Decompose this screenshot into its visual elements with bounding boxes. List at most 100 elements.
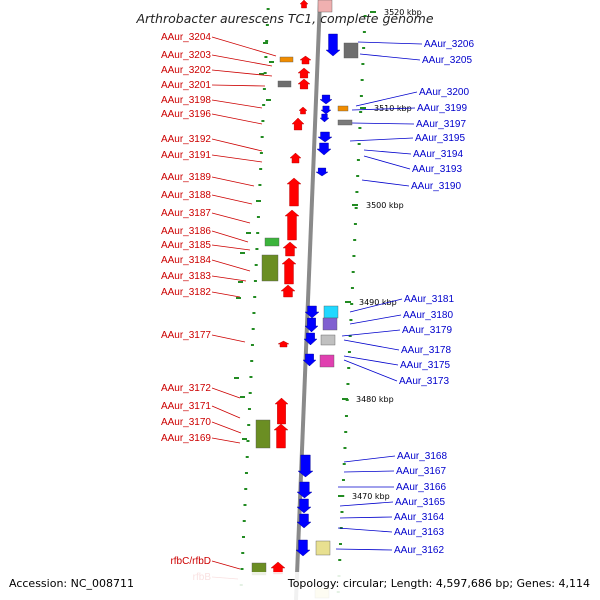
gene-label-forward[interactable]: AAur_3204: [161, 32, 211, 43]
gene-labels[interactable]: AAur_3204 AAur_3203 AAur_3202 AAur_3201 AAur…: [161, 32, 475, 583]
tick-mark: [244, 488, 248, 490]
gene-label-forward[interactable]: AAur_3196: [161, 109, 211, 120]
scale-label: 3480 kbp: [356, 395, 394, 404]
gene-label-forward[interactable]: AAur_3192: [161, 134, 211, 145]
gene-label-reverse[interactable]: AAur_3163: [394, 527, 444, 538]
gene-label-forward[interactable]: AAur_3203: [161, 50, 211, 61]
tick-mark: [240, 568, 244, 570]
tick-mark: [351, 271, 355, 273]
gene-label-forward[interactable]: AAur_3186: [161, 226, 211, 237]
tick-mark: [348, 335, 352, 337]
forward-gene-arrow: [297, 78, 311, 90]
gene-label-reverse[interactable]: AAur_3179: [402, 325, 452, 336]
reverse-gene-arrow: [319, 113, 330, 123]
gene-label-forward[interactable]: AAur_3188: [161, 190, 211, 201]
gene-label-forward[interactable]: AAur_3202: [161, 65, 211, 76]
tick-mark: [264, 56, 268, 58]
gene-label-reverse[interactable]: AAur_3180: [403, 310, 453, 321]
tick-mark: [238, 281, 243, 283]
tick-mark: [347, 367, 351, 369]
reverse-gene-block: [315, 540, 331, 556]
gene-label-reverse[interactable]: AAur_3194: [413, 149, 463, 160]
tick-mark: [259, 152, 263, 154]
gene-label-forward[interactable]: AAur_3170: [161, 417, 211, 428]
gene-label-forward[interactable]: rfbC/rfbD: [170, 556, 211, 567]
reverse-gene-arrow: [320, 105, 332, 115]
reverse-gene-arrow: [297, 454, 314, 478]
gene-label-forward[interactable]: AAur_3189: [161, 172, 211, 183]
leader-line: [359, 53, 421, 61]
gene-label-reverse[interactable]: AAur_3165: [395, 497, 445, 508]
gene-label-forward[interactable]: AAur_3169: [161, 433, 211, 444]
scale-label: 3490 kbp: [359, 298, 397, 307]
gene-label-reverse[interactable]: AAur_3206: [424, 39, 474, 50]
gene-label-forward[interactable]: AAur_3182: [161, 287, 211, 298]
gene-label-reverse[interactable]: AAur_3175: [400, 360, 450, 371]
leader-line: [349, 298, 403, 313]
gene-label-reverse[interactable]: AAur_3173: [399, 376, 449, 387]
tick-mark: [347, 351, 351, 353]
leader-line: [211, 560, 241, 570]
leader-line: [211, 84, 266, 87]
reverse-gene-block: [343, 42, 359, 59]
leader-line: [211, 437, 241, 444]
reverse-gene-arrow: [303, 332, 318, 346]
footer: Accession: NC_008711 Topology: circular;…: [0, 572, 600, 600]
forward-gene-block: [277, 80, 292, 88]
gene-label-reverse[interactable]: AAur_3166: [396, 482, 446, 493]
gene-label-reverse[interactable]: AAur_3164: [394, 512, 444, 523]
gene-label-forward[interactable]: AAur_3185: [161, 240, 211, 251]
gene-label-reverse[interactable]: AAur_3190: [411, 181, 461, 192]
leader-line: [343, 359, 398, 382]
gene-label-forward[interactable]: AAur_3184: [161, 255, 211, 266]
gene-label-forward[interactable]: AAur_3183: [161, 271, 211, 282]
reverse-gene-block: [323, 305, 339, 319]
leader-line: [211, 138, 263, 152]
leader-line: [211, 259, 251, 272]
forward-gene-block: [255, 419, 271, 449]
gene-label-reverse[interactable]: AAur_3197: [416, 119, 466, 130]
leader-line: [349, 137, 414, 142]
tick-mark: [252, 312, 256, 314]
leader-line: [335, 548, 393, 551]
reverse-gene-block: [320, 334, 336, 346]
leader-line: [211, 334, 246, 343]
scale-tick: [345, 301, 351, 303]
forward-gene-arrow: [291, 117, 305, 131]
tick-mark: [251, 328, 255, 330]
scale-tick: [370, 11, 376, 13]
tick-mark: [349, 319, 353, 321]
gene-label-reverse[interactable]: AAur_3181: [404, 294, 454, 305]
scale-tick: [360, 107, 366, 109]
tick-mark: [245, 456, 249, 458]
forward-gene-block: [261, 254, 279, 282]
gene-label-reverse[interactable]: AAur_3199: [417, 103, 467, 114]
tick-mark: [359, 95, 363, 97]
gene-label-reverse[interactable]: AAur_3162: [394, 545, 444, 556]
leader-line: [349, 314, 402, 325]
gene-label-reverse[interactable]: AAur_3178: [401, 345, 451, 356]
gene-label-forward[interactable]: AAur_3172: [161, 383, 211, 394]
gene-label-forward[interactable]: AAur_3177: [161, 330, 211, 341]
gene-label-forward[interactable]: AAur_3201: [161, 80, 211, 91]
tick-mark: [356, 175, 360, 177]
forward-gene-arrow: [284, 209, 300, 241]
map-title: Arthrobacter aurescens TC1, complete gen…: [135, 11, 433, 26]
gene-label-reverse[interactable]: AAur_3167: [396, 466, 446, 477]
gene-label-forward[interactable]: AAur_3187: [161, 208, 211, 219]
gene-label-reverse[interactable]: AAur_3205: [422, 55, 472, 66]
gene-label-reverse[interactable]: AAur_3200: [419, 87, 469, 98]
gene-label-reverse[interactable]: AAur_3193: [412, 164, 462, 175]
tick-mark: [236, 297, 241, 299]
tick-mark: [244, 472, 248, 474]
gene-label-forward[interactable]: AAur_3198: [161, 95, 211, 106]
leader-line: [211, 244, 251, 251]
gene-label-forward[interactable]: AAur_3171: [161, 401, 211, 412]
leader-line: [211, 291, 241, 298]
leader-line: [211, 176, 255, 187]
gene-label-forward[interactable]: AAur_3191: [161, 150, 211, 161]
forward-gene-arrow: [297, 67, 311, 79]
gene-label-reverse[interactable]: AAur_3195: [415, 133, 465, 144]
gene-label-reverse[interactable]: AAur_3168: [397, 451, 447, 462]
gene-shapes: [251, 0, 359, 599]
